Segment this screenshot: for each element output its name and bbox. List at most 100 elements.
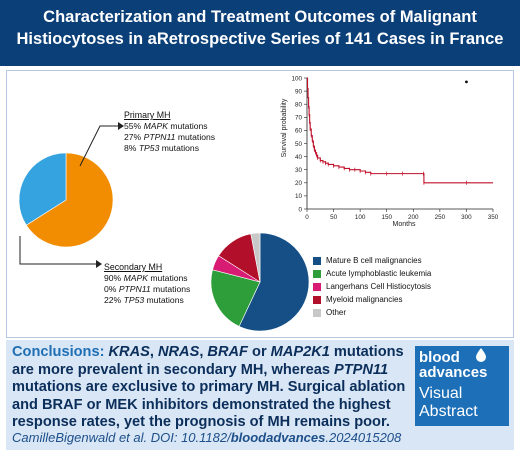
y-tick-label: 100: [291, 75, 302, 82]
x-tick-label: 350: [488, 214, 499, 221]
citation-journal: bloodadvances: [230, 430, 326, 445]
primary-mh-gene: PTPN11: [143, 132, 176, 142]
secondary-mh-item: 90% MAPK mutations: [104, 273, 190, 284]
survival-line: [306, 77, 493, 184]
secondary-mh-heading: Secondary MH: [104, 262, 163, 272]
secondary-mh-gene: TP53: [123, 295, 145, 305]
legend-label: Other: [326, 308, 347, 317]
logo-line-4: Abstract: [419, 403, 478, 420]
y-tick-label: 20: [295, 180, 303, 187]
pie-slice: [210, 269, 261, 327]
legend-item: Acute lymphoblastic leukemia: [313, 267, 431, 280]
secondary-mh-item: 22% TP53 mutations: [104, 295, 190, 306]
primary-mh-pie-chart: [18, 152, 114, 248]
legend-swatch: [313, 256, 321, 265]
gene-ptpn11: PTPN11: [334, 361, 389, 378]
secondary-mh-legend: Mature B cell malignancies Acute lymphob…: [313, 254, 431, 319]
x-tick-label: 300: [461, 214, 472, 221]
blood-drop-icon: [476, 348, 486, 362]
primary-mh-item: 8% TP53 mutations: [124, 143, 215, 154]
legend-item: Myeloid malignancies: [313, 293, 431, 306]
legend-label: Langerhans Cell Histiocytosis: [326, 282, 431, 291]
x-tick-label: 100: [355, 214, 366, 221]
primary-connector: [79, 125, 120, 167]
primary-mh-heading: Primary MH: [124, 110, 171, 120]
conclusion-box: Conclusions: KRAS, NRAS, BRAF or MAP2K1 …: [6, 340, 514, 450]
citation: CamilleBigenwald et al. DOI: 10.1182/blo…: [12, 430, 401, 445]
logo-line-2: advances: [419, 364, 488, 381]
secondary-mh-gene: MAPK: [123, 273, 148, 283]
primary-mh-text: Primary MH 55% MAPK mutations 27% PTPN11…: [124, 110, 215, 154]
legend-swatch: [313, 308, 321, 317]
legend-item: Other: [313, 306, 431, 319]
title-line-1: Characterization and Treatment Outcomes …: [43, 8, 477, 26]
conclusion-fragment: ,: [199, 344, 208, 360]
x-axis-label: Months: [393, 221, 416, 228]
y-tick-label: 90: [295, 88, 303, 95]
gene-kras: KRAS: [108, 344, 150, 360]
primary-mh-suffix: mutations: [175, 132, 216, 142]
secondary-mh-pct: 22%: [104, 295, 122, 305]
secondary-mh-suffix: mutations: [144, 295, 184, 305]
secondary-mh-gene: PTPN11: [118, 284, 151, 294]
blood-advances-logo: blood advances Visual Abstract: [415, 346, 509, 426]
primary-mh-gene: MAPK: [143, 121, 168, 131]
infographic-title: Characterization and Treatment Outcomes …: [0, 0, 520, 66]
y-tick-label: 0: [298, 206, 302, 213]
secondary-connector: [19, 236, 98, 265]
legend-swatch: [313, 282, 321, 291]
legend-swatch: [313, 295, 321, 304]
title-line-2: Histiocytoses in aRetrospective Series o…: [16, 30, 504, 48]
secondary-arrowhead: [96, 260, 102, 268]
primary-mh-pct: 8%: [124, 143, 137, 153]
x-tick-label: 0: [305, 214, 309, 221]
legend-item: Mature B cell malignancies: [313, 254, 431, 267]
logo-line-3: Visual: [419, 385, 463, 402]
primary-mh-pct: 55%: [124, 121, 142, 131]
gene-map2k1: MAP2K1: [270, 344, 330, 360]
conclusion-fragment: mutations are exclusive to primary MH. S…: [12, 379, 406, 430]
legend-label: Acute lymphoblastic leukemia: [326, 269, 432, 278]
primary-arrowhead: [118, 122, 124, 130]
y-tick-label: 80: [295, 102, 303, 109]
x-tick-label: 50: [330, 214, 338, 221]
legend-label: Mature B cell malignancies: [326, 256, 422, 265]
primary-mh-item: 55% MAPK mutations: [124, 121, 215, 132]
primary-mh-suffix: mutations: [167, 121, 208, 131]
y-tick-label: 70: [295, 115, 303, 122]
y-tick-label: 40: [295, 154, 303, 161]
pie-slice: [238, 232, 310, 332]
y-tick-label: 10: [295, 193, 303, 200]
secondary-mh-item: 0% PTPN11 mutations: [104, 284, 190, 295]
primary-mh-pct: 27%: [124, 132, 142, 142]
legend-swatch: [313, 269, 321, 278]
y-tick-label: 30: [295, 167, 303, 174]
conclusion-fragment: ,: [149, 344, 158, 360]
citation-prefix: CamilleBigenwald et al. DOI: 10.1182/: [12, 430, 231, 445]
primary-mh-item: 27% PTPN11 mutations: [124, 132, 215, 143]
logo-line-1: blood: [419, 349, 460, 366]
secondary-mh-pct: 90%: [104, 273, 122, 283]
legend-label: Myeloid malignancies: [326, 295, 403, 304]
secondary-mh-suffix: mutations: [150, 284, 191, 294]
gene-nras: NRAS: [157, 344, 200, 360]
citation-suffix: .2024015208: [325, 430, 402, 445]
secondary-mh-pie-chart: [210, 232, 310, 332]
point-marker: [465, 80, 468, 84]
legend-item: Langerhans Cell Histiocytosis: [313, 280, 431, 293]
pie-slice: [250, 232, 261, 283]
y-tick-label: 60: [295, 128, 303, 135]
conclusion-fragment: mutations are more prevalent in secondar…: [12, 344, 404, 378]
conclusion-fragment: or: [247, 344, 271, 360]
primary-mh-gene: TP53: [138, 143, 160, 153]
x-tick-label: 200: [408, 214, 419, 221]
conclusion-text: Conclusions: KRAS, NRAS, BRAF or MAP2K1 …: [12, 344, 410, 432]
secondary-mh-text: Secondary MH 90% MAPK mutations 0% PTPN1…: [104, 262, 190, 306]
secondary-mh-suffix: mutations: [147, 273, 188, 283]
x-tick-label: 250: [435, 214, 446, 221]
pie-slice: [25, 152, 114, 248]
conclusion-lead: Conclusions:: [12, 344, 109, 360]
gene-braf: BRAF: [207, 344, 248, 360]
survival-curve-chart: Survival probability Months 0 10 20 30 40 50 6…: [281, 75, 499, 228]
